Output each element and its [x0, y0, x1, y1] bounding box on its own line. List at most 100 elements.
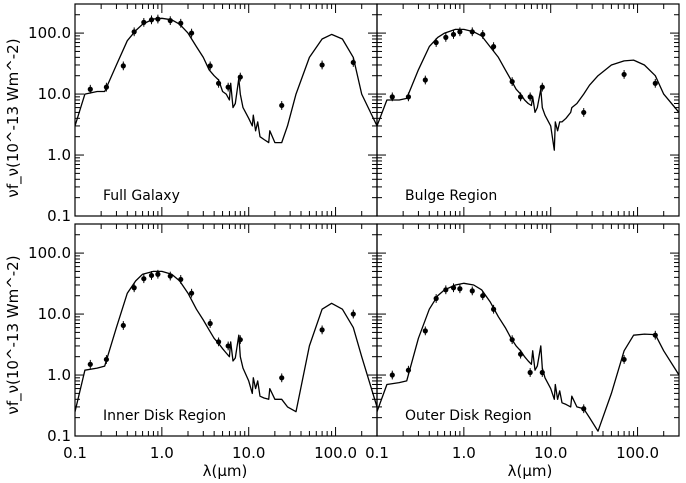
x-tick-label: 10.0: [232, 444, 265, 462]
x-tick-label: 0.1: [63, 444, 87, 462]
y-tick-label: 0.1: [47, 427, 71, 445]
panel-grid: 0.1 1.0 10.0 100.0 Full Galaxy Bulge Region 0.…: [28, 3, 680, 462]
panel-3: 0.1 1.0 10.0 100.0 0.1 1.0 10.0 100.0 Inner Disk…: [28, 223, 378, 462]
y-tick-label: 1.0: [47, 366, 71, 384]
observed-point: [539, 369, 545, 376]
y-tick-label: 10.0: [38, 305, 71, 323]
observed-point: [225, 343, 231, 349]
observed-point: [480, 293, 486, 299]
observed-point: [279, 102, 285, 109]
observed-point: [457, 29, 463, 35]
observed-point: [237, 74, 243, 80]
panel-2: Bulge Region: [376, 3, 680, 217]
y-tick-label: 100.0: [28, 24, 71, 42]
x-tick-label: 0.1: [365, 444, 389, 462]
panel-label: Inner Disk Region: [103, 408, 226, 424]
observed-point: [148, 17, 155, 23]
x-axis-title-right: λ(μm): [508, 462, 553, 480]
observed-point: [509, 337, 515, 343]
observed-point: [237, 337, 243, 343]
observed-point: [450, 285, 457, 291]
observed-point: [422, 328, 428, 334]
observed-point: [131, 29, 137, 35]
observed-point: [350, 59, 356, 66]
observed-point: [215, 339, 222, 345]
observed-point: [103, 84, 110, 90]
panel-1: 0.1 1.0 10.0 100.0 Full Galaxy: [28, 3, 378, 225]
observed-point: [155, 16, 161, 22]
observed-point: [87, 361, 93, 367]
observed-point: [422, 77, 428, 83]
observed-point: [141, 276, 147, 282]
observed-point: [490, 44, 497, 50]
x-tick-label: 100.0: [314, 444, 357, 462]
observed-point: [457, 286, 463, 292]
panel-label: Outer Disk Region: [405, 408, 532, 424]
observed-point: [433, 39, 439, 46]
observed-point: [207, 63, 213, 69]
panel-4: 0.1 1.0 10.0 100.0 Outer Disk Region: [365, 223, 680, 462]
y-tick-label: 10.0: [38, 85, 71, 103]
observed-point: [103, 356, 110, 363]
observed-point: [167, 273, 173, 279]
observed-point: [509, 79, 515, 85]
observed-point: [517, 351, 524, 357]
observed-point: [155, 271, 161, 277]
observed-point: [621, 356, 627, 363]
observed-point: [178, 276, 184, 283]
observed-point: [389, 372, 395, 378]
observed-point: [490, 306, 497, 312]
observed-point: [87, 86, 93, 92]
observed-point: [215, 80, 222, 86]
observed-point: [443, 34, 449, 40]
observed-point: [120, 322, 126, 329]
panel-frame: [376, 3, 680, 217]
observed-point: [469, 288, 475, 294]
observed-point: [207, 320, 213, 327]
observed-point: [581, 109, 587, 116]
model-sed-line: [75, 17, 377, 144]
observed-point: [167, 18, 173, 24]
y-tick-label: 100.0: [28, 244, 71, 262]
panel-frame: [376, 223, 680, 437]
x-tick-label: 10.0: [534, 444, 567, 462]
panel-label: Bulge Region: [405, 188, 497, 204]
observed-point: [469, 29, 475, 35]
observed-point: [443, 287, 449, 293]
observed-point: [433, 295, 439, 302]
x-tick-label: 1.0: [452, 444, 476, 462]
observed-point: [319, 62, 325, 68]
observed-point: [405, 94, 412, 100]
observed-point: [188, 290, 195, 296]
observed-point: [539, 84, 545, 90]
observed-point: [188, 30, 195, 36]
y-axis-title-bottom: νf_ν(10^-13 Wm^-2): [4, 255, 23, 414]
observed-point: [517, 94, 524, 100]
model-sed-line: [377, 28, 679, 151]
observed-point: [131, 285, 137, 291]
model-sed-line: [75, 270, 377, 413]
y-tick-label: 1.0: [47, 146, 71, 164]
observed-point: [652, 332, 658, 338]
observed-point: [279, 375, 285, 381]
panel-frame: [74, 3, 378, 217]
observed-point: [389, 94, 395, 100]
observed-point: [450, 31, 457, 38]
observed-point: [527, 94, 533, 100]
x-axis-title-left: λ(μm): [203, 462, 248, 480]
observed-point: [178, 20, 184, 26]
panel-label: Full Galaxy: [103, 188, 180, 204]
observed-point: [141, 19, 147, 25]
y-axis-title-top: νf_ν(10^-13 Wm^-2): [4, 38, 23, 197]
observed-point: [225, 84, 231, 90]
observed-point: [319, 327, 325, 333]
observed-point: [405, 367, 412, 373]
observed-point: [120, 63, 126, 69]
observed-point: [480, 31, 486, 38]
observed-point: [652, 80, 658, 86]
y-tick-label: 0.1: [47, 207, 71, 225]
observed-point: [527, 369, 533, 376]
observed-point: [581, 406, 587, 412]
observed-point: [621, 71, 627, 78]
